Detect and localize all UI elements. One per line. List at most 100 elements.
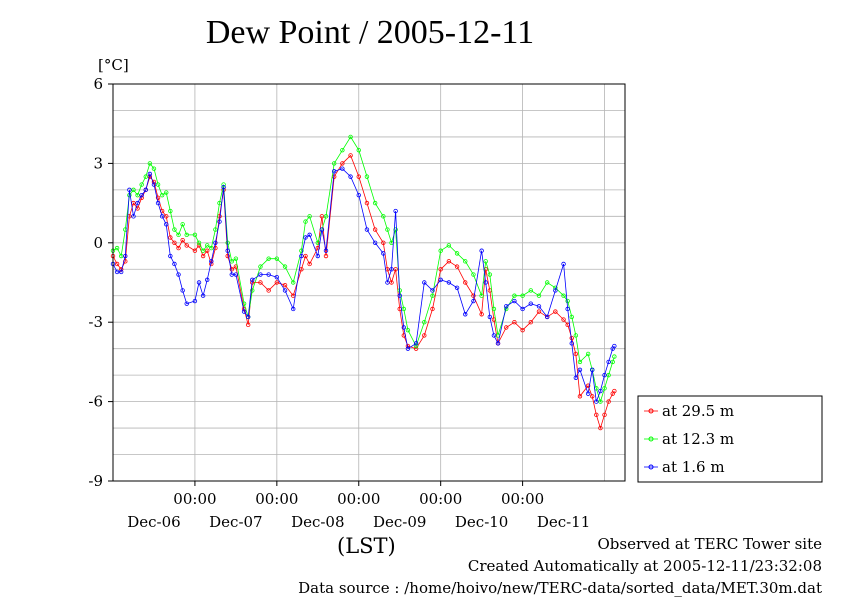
data-point — [155, 182, 161, 187]
data-point — [200, 253, 206, 259]
data-point — [114, 261, 120, 267]
data-point — [323, 248, 329, 253]
data-point — [594, 412, 599, 418]
data-point — [590, 367, 595, 373]
data-point — [282, 288, 288, 293]
data-point — [491, 333, 497, 338]
data-point — [446, 280, 452, 285]
data-point — [471, 298, 476, 304]
data-point — [612, 343, 617, 349]
data-point — [340, 166, 345, 171]
data-point — [430, 306, 435, 312]
data-point — [258, 264, 263, 269]
data-point — [291, 280, 296, 285]
data-point — [184, 243, 189, 248]
data-point — [577, 359, 583, 365]
data-point — [213, 240, 218, 245]
data-point — [315, 253, 320, 259]
data-point — [168, 235, 173, 240]
data-point — [405, 346, 411, 351]
data-point — [483, 280, 488, 285]
series-lines — [110, 134, 617, 431]
legend-label: at 12.3 m — [662, 430, 734, 448]
data-point — [553, 309, 558, 314]
data-point — [168, 253, 173, 259]
data-point — [217, 200, 222, 206]
data-point — [266, 288, 271, 293]
data-point — [143, 187, 148, 193]
data-point — [233, 272, 239, 277]
data-point — [307, 214, 312, 219]
data-point — [172, 261, 177, 267]
data-point — [612, 388, 617, 394]
data-point — [561, 293, 566, 298]
data-point — [340, 147, 345, 153]
data-point — [364, 200, 370, 206]
data-point — [147, 161, 153, 166]
data-point — [303, 235, 308, 240]
data-point — [205, 277, 210, 283]
data-point — [491, 306, 497, 312]
data-point — [180, 237, 185, 243]
data-point — [598, 388, 603, 394]
data-point — [454, 285, 460, 290]
data-point — [291, 306, 296, 312]
data-point — [123, 253, 128, 259]
data-point — [569, 341, 574, 346]
x-tick-time-label: 00:00 — [255, 490, 298, 508]
data-point — [131, 214, 136, 219]
data-point — [598, 399, 603, 404]
data-point — [364, 227, 370, 232]
data-point — [385, 227, 390, 232]
data-point — [364, 174, 370, 179]
legend-label: at 1.6 m — [662, 458, 725, 476]
chart-title: Dew Point / 2005-12-11 — [205, 14, 535, 51]
data-point — [401, 306, 407, 312]
data-point — [176, 232, 181, 238]
data-point — [483, 259, 488, 264]
data-point — [229, 259, 234, 264]
data-point — [192, 248, 198, 253]
data-point — [114, 245, 120, 251]
data-point — [520, 306, 525, 312]
data-point — [131, 187, 136, 193]
data-point — [282, 264, 288, 269]
data-point — [512, 293, 517, 298]
data-point — [606, 372, 611, 378]
data-point — [512, 298, 517, 304]
data-point — [577, 394, 583, 399]
series-1 — [110, 153, 617, 431]
data-point — [114, 269, 120, 275]
data-point — [245, 322, 251, 328]
data-point — [164, 214, 169, 219]
data-point — [180, 288, 185, 293]
series-line — [112, 168, 615, 402]
data-point — [155, 195, 161, 201]
data-point — [602, 412, 607, 418]
y-tick-label: -3 — [88, 313, 103, 331]
y-tick-label: 0 — [93, 234, 103, 252]
data-point — [151, 182, 157, 187]
data-point — [585, 351, 591, 357]
data-point — [504, 325, 509, 330]
data-point — [610, 359, 615, 365]
data-point — [164, 190, 169, 195]
data-point — [544, 280, 550, 285]
data-point — [565, 298, 570, 304]
data-point — [123, 259, 128, 264]
legend-marker — [648, 436, 654, 442]
legend: at 29.5 m at 12.3 m at 1.6 m — [637, 395, 823, 483]
data-point — [213, 227, 218, 232]
x-day-label: Dec-10 — [455, 513, 508, 531]
data-point — [495, 341, 501, 346]
data-point — [151, 166, 157, 171]
data-point — [536, 293, 542, 298]
data-point — [577, 367, 583, 373]
legend-box — [637, 395, 823, 483]
data-point — [250, 288, 255, 293]
data-point — [184, 301, 189, 306]
data-point — [528, 301, 533, 306]
data-point — [372, 200, 378, 206]
data-point — [585, 383, 591, 388]
